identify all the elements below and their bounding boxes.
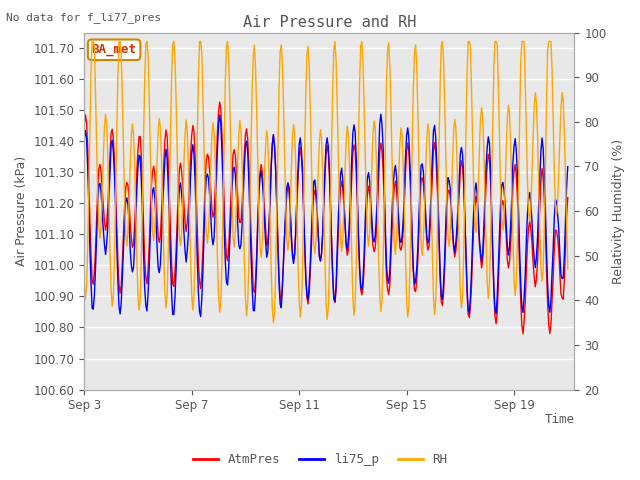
- Text: BA_met: BA_met: [92, 43, 136, 56]
- Line: AtmPres: AtmPres: [84, 102, 568, 334]
- Line: RH: RH: [84, 41, 568, 323]
- Legend: AtmPres, li75_p, RH: AtmPres, li75_p, RH: [188, 448, 452, 471]
- Y-axis label: Air Pressure (kPa): Air Pressure (kPa): [15, 156, 28, 266]
- Title: Air Pressure and RH: Air Pressure and RH: [243, 15, 416, 30]
- Y-axis label: Relativity Humidity (%): Relativity Humidity (%): [612, 139, 625, 284]
- Text: No data for f_li77_pres: No data for f_li77_pres: [6, 12, 162, 23]
- Line: li75_p: li75_p: [84, 114, 568, 317]
- Text: Time: Time: [545, 413, 575, 426]
